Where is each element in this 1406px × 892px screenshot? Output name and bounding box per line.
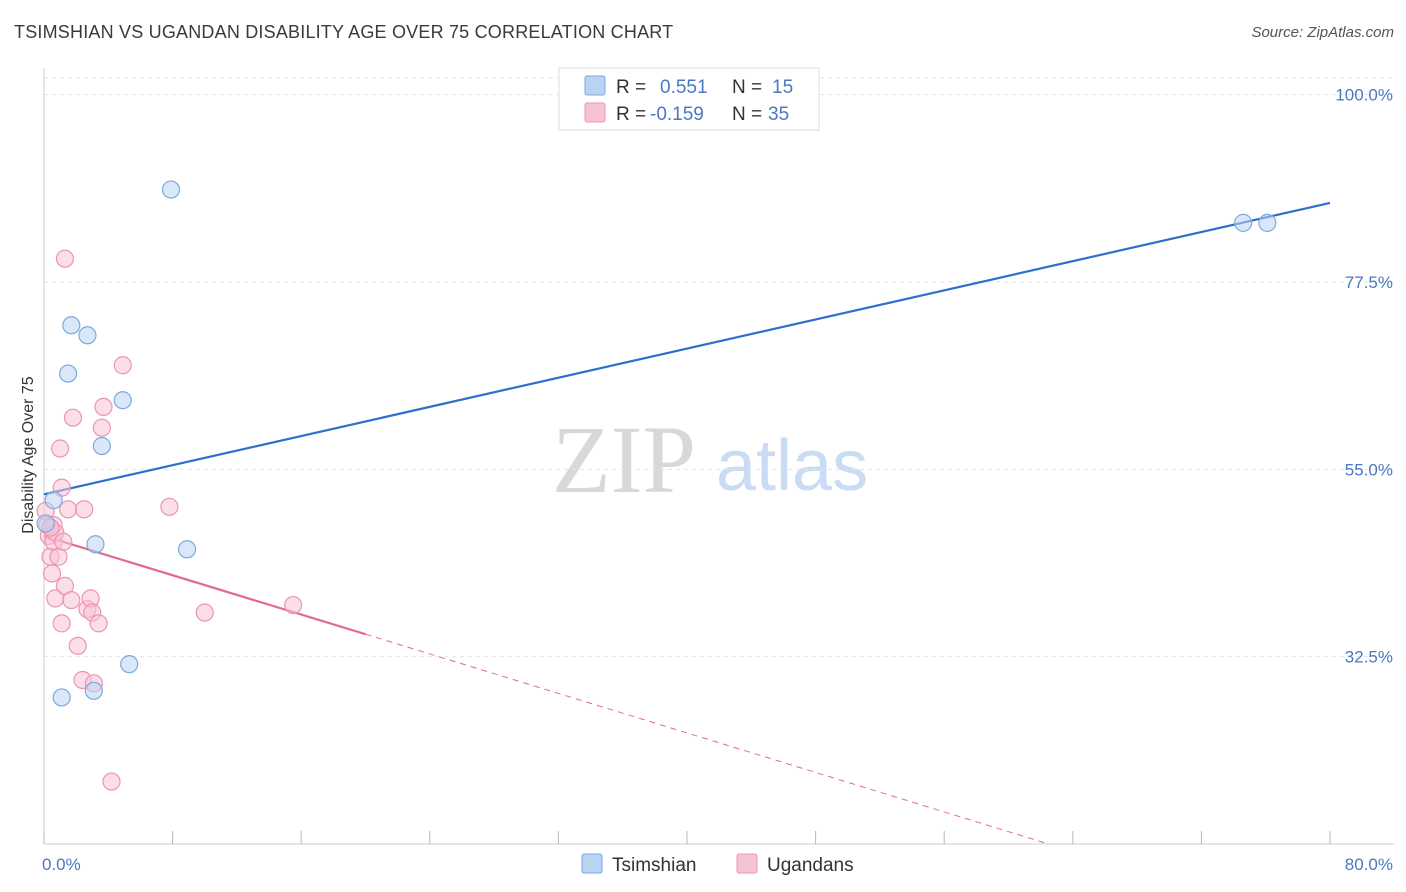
legend-n-label-2: N = [732,104,762,125]
point-ugandans-21 [75,500,94,519]
point-ugandans-31 [160,497,179,516]
trend-line-tsimshian [43,201,1331,496]
point-ugandans-26 [89,614,108,633]
x-tick-label-0: 0.0% [42,855,81,874]
point-tsimshian-3 [59,364,78,383]
watermark: ZIP atlas [552,406,868,513]
y-tick-label-2: 77.5% [1345,273,1393,292]
legend-bottom-swatch-tsimshian [581,853,603,874]
watermark-zip: ZIP [552,406,696,513]
point-tsimshian-10 [120,655,139,674]
point-ugandans-10 [50,439,70,458]
y-tick-label-3: 100.0% [1335,86,1393,105]
legend-r-value-2: -0.159 [650,104,704,125]
point-tsimshian-2 [52,688,71,707]
point-ugandans-17 [62,590,81,610]
legend-n-value-1: 15 [772,77,793,98]
point-ugandans-18 [63,408,83,427]
legend-bottom-swatch-ugandans [736,853,758,874]
legend-swatch-tsimshian [584,75,606,96]
trend-lines [43,201,1331,845]
legend-bottom-label-tsimshian: Tsimshian [612,855,696,876]
x-tick-label-1: 80.0% [1345,855,1393,874]
stats-legend: R = 0.551 N = 15 R = -0.159 N = 35 [558,67,820,131]
legend-r-value-1: 0.551 [660,77,708,98]
y-tick-label-1: 55.0% [1345,460,1393,479]
legend-n-value-2: 35 [768,104,789,125]
point-ugandans-32 [195,603,214,622]
legend-bottom-label-ugandans: Ugandans [767,855,854,876]
point-tsimshian-12 [177,540,197,559]
point-tsimshian-1 [44,491,63,510]
point-tsimshian-8 [92,436,111,456]
y-tick-label-0: 32.5% [1345,648,1393,667]
point-tsimshian-6 [84,681,103,700]
legend-swatch-ugandans [584,102,606,123]
point-ugandans-4 [42,564,62,583]
point-tsimshian-4 [62,316,81,335]
legend-r-label-2: R = [616,104,646,125]
point-tsimshian-14 [1258,213,1277,232]
point-ugandans-27 [92,418,111,437]
tick-labels: 32.5% 55.0% 77.5% 100.0% 0.0% 80.0% [42,86,1393,874]
point-tsimshian-5 [78,326,97,345]
point-ugandans-15 [55,249,74,268]
trend-line-ugandans-extension [365,633,1049,845]
point-tsimshian-13 [1234,213,1253,232]
point-ugandans-9 [49,547,68,566]
legend-r-label-1: R = [616,77,646,98]
data-points [36,180,1277,791]
gridlines [44,77,1394,658]
point-tsimshian-9 [113,391,132,410]
y-axis-title: Disability Age Over 75 [20,376,37,534]
point-ugandans-29 [102,772,121,791]
axes [43,68,1394,845]
point-tsimshian-0 [36,514,55,533]
point-ugandans-19 [68,636,87,655]
chart-title: TSIMSHIAN VS UGANDAN DISABILITY AGE OVER… [14,22,674,42]
chart-source: Source: ZipAtlas.com [1251,24,1394,41]
point-tsimshian-7 [86,535,105,554]
point-ugandans-30 [113,356,132,375]
legend-n-label-1: N = [732,77,762,98]
point-ugandans-28 [94,397,113,416]
watermark-atlas: atlas [716,426,868,506]
point-tsimshian-11 [161,180,181,199]
point-ugandans-16 [59,500,78,519]
point-ugandans-33 [284,595,303,615]
series-legend: Tsimshian Ugandans [581,853,854,876]
point-ugandans-12 [52,614,71,633]
point-ugandans-13 [54,532,73,551]
